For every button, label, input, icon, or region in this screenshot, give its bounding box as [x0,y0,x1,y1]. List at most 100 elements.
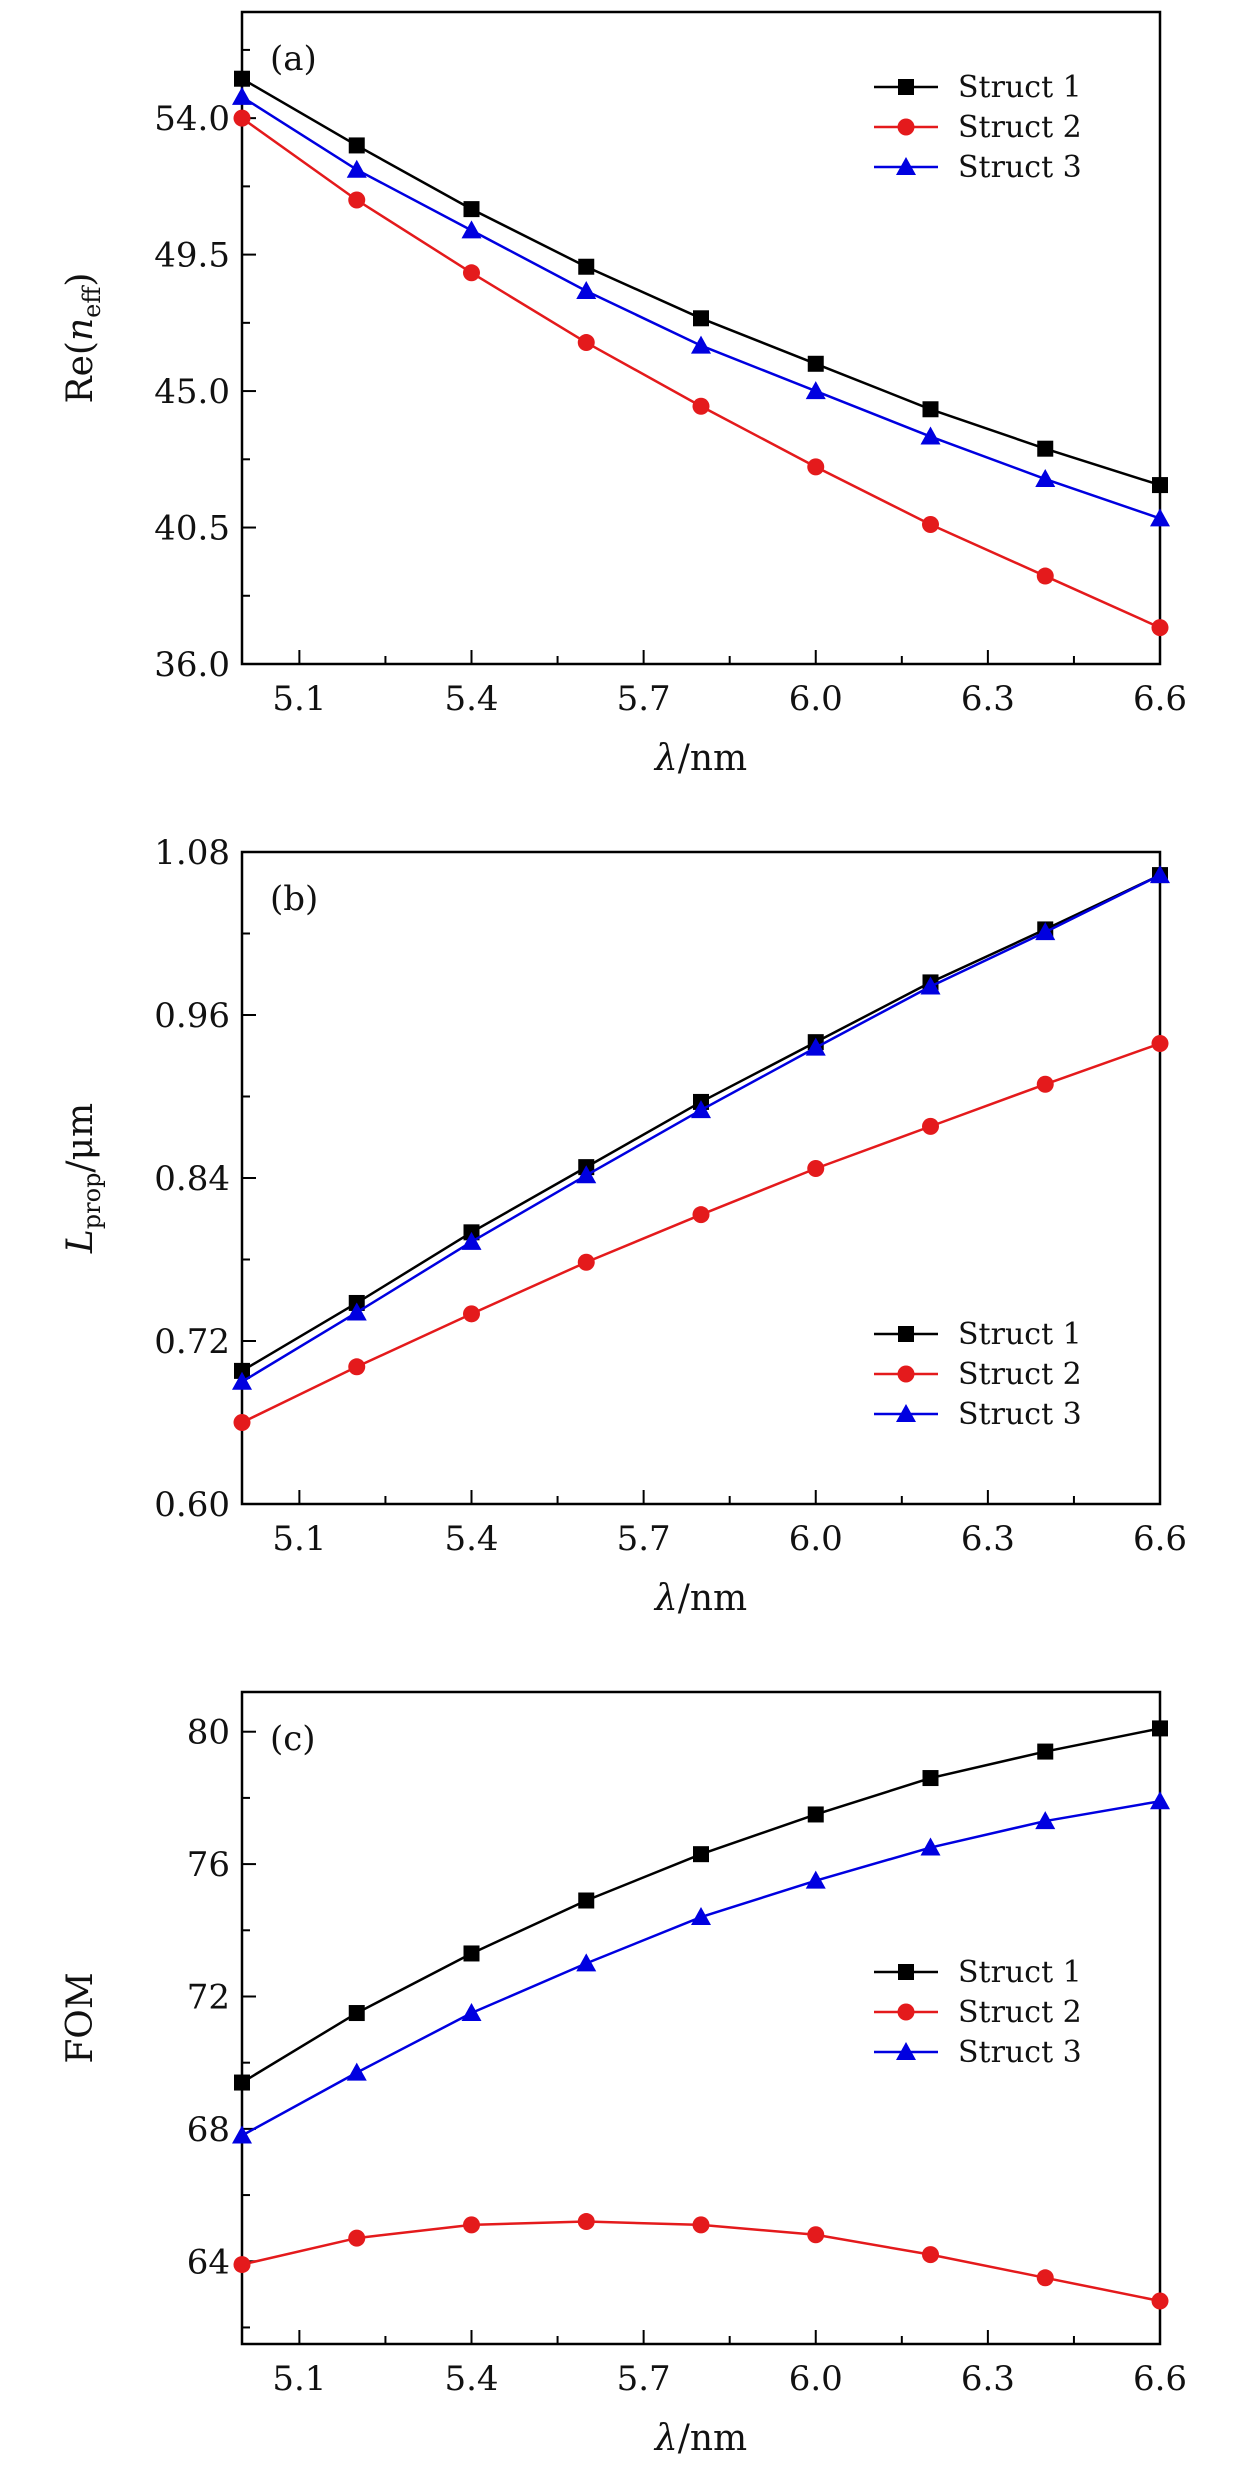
x-tick-label: 6.3 [961,679,1015,719]
legend-label: Struct 3 [958,2035,1082,2070]
data-point [805,1037,826,1056]
data-point [1151,619,1169,637]
y-tick-label: 76 [187,1845,230,1885]
series-3 [232,86,1170,527]
x-axis-title: λ/nm [653,1578,747,1619]
data-point [233,2256,251,2274]
legend-label: Struct 3 [958,150,1082,185]
data-point [234,2074,250,2091]
y-axis-title-part: n [60,318,101,341]
legend-marker [897,1365,915,1383]
x-tick-label: 6.6 [1133,679,1187,719]
legend-item: Struct 1 [874,1955,1082,1990]
data-point [922,516,939,534]
y-axis-title-part: ) [60,273,101,287]
x-tick-label: 5.4 [444,1519,498,1559]
y-tick-label: 68 [187,2110,230,2150]
legend-item: Struct 3 [874,150,1082,185]
data-point [232,2125,252,2144]
series-line [241,2220,1161,2303]
legend-item: Struct 3 [874,1397,1082,1432]
data-point [461,220,482,239]
x-tick-label: 5.7 [617,1519,671,1559]
x-axis-title-unit: /nm [678,1578,747,1619]
legend-marker [896,157,916,175]
y-axis-title-part: L [60,1229,101,1254]
x-axis-title-symbol: λ [653,1578,678,1619]
data-point [693,310,709,327]
series-line [241,873,1161,1372]
data-point [577,1253,595,1271]
data-point [348,191,366,209]
y-tick-label: 80 [187,1713,230,1753]
y-tick-label: 45.0 [154,372,230,412]
legend-marker [896,1404,916,1422]
legend-label: Struct 3 [958,1397,1082,1432]
legend-marker [898,1326,914,1342]
data-point [1037,1743,1054,1760]
legend-item: Struct 2 [874,1357,1082,1392]
data-point [576,1953,597,1972]
data-point [922,2246,939,2264]
data-point [463,201,480,218]
x-axis-title: λ/nm [653,738,747,779]
data-point [577,2213,595,2231]
data-point [1036,1075,1054,1093]
series-line [241,873,1161,1383]
y-tick-label: 40.5 [154,509,230,549]
y-axis-title: FOM [60,1972,101,2063]
y-axis-title: Re(neff) [60,273,106,404]
data-point [807,458,825,476]
y-tick-label: 0.96 [154,996,230,1036]
legend-marker [898,79,914,95]
data-point [805,1870,826,1889]
data-point [232,86,252,105]
x-tick-label: 6.6 [1133,1519,1187,1559]
data-point [920,426,941,445]
data-point [691,1907,711,1926]
data-point [348,1358,366,1376]
data-point [348,2005,365,2022]
data-point [463,1945,480,1962]
legend-item: Struct 1 [874,70,1082,105]
series-2 [233,1035,1169,1431]
data-point [922,1770,939,1787]
data-point [805,381,826,400]
y-axis-title: Lprop/μm [60,1103,106,1254]
y-axis-title-part: eff [78,285,106,318]
y-tick-label: 0.84 [154,1159,230,1199]
legend-item: Struct 2 [874,1995,1082,2030]
x-tick-label: 6.0 [789,2359,843,2399]
data-point [1151,2292,1169,2310]
panel-label: (c) [270,1719,316,1759]
chart-panel-1: 5.1 5.4 5.7 6.0 6.3 6.6 36.0 40.5 45.0 49.5 54.0 λ/… [60,10,1187,779]
y-axis-title-part: prop [78,1173,106,1230]
x-tick-label: 5.1 [272,679,326,719]
series-1 [234,70,1168,494]
series-1 [234,1720,1168,2091]
panel-label: (a) [270,39,317,79]
series-2 [233,109,1169,637]
legend-label: Struct 2 [958,1357,1082,1392]
legend-item: Struct 1 [874,1317,1082,1352]
x-axis-title-unit: /nm [678,738,747,779]
legend: Struct 1 Struct 2 Struct 3 [874,70,1082,185]
legend-marker [898,1964,914,1980]
x-axis-title-symbol: λ [653,738,678,779]
legend-label: Struct 2 [958,110,1082,145]
x-tick-label: 6.3 [961,2359,1015,2399]
data-point [346,159,367,178]
data-point [1150,865,1170,884]
x-axis-title-symbol: λ [653,2418,678,2459]
x-tick-label: 5.7 [617,679,671,719]
data-point [232,1371,252,1390]
y-tick-label: 0.72 [154,1322,230,1362]
data-point [461,2003,482,2022]
legend: Struct 1 Struct 2 Struct 3 [874,1955,1082,2070]
data-point [346,1302,367,1321]
data-point [692,1206,710,1224]
x-axis-title: λ/nm [653,2418,747,2459]
x-tick-label: 6.6 [1133,2359,1187,2399]
data-point [1150,1791,1170,1810]
chart-panel-2: 5.1 5.4 5.7 6.0 6.3 6.60.600.720.840.961.08λ/… [60,833,1187,1619]
